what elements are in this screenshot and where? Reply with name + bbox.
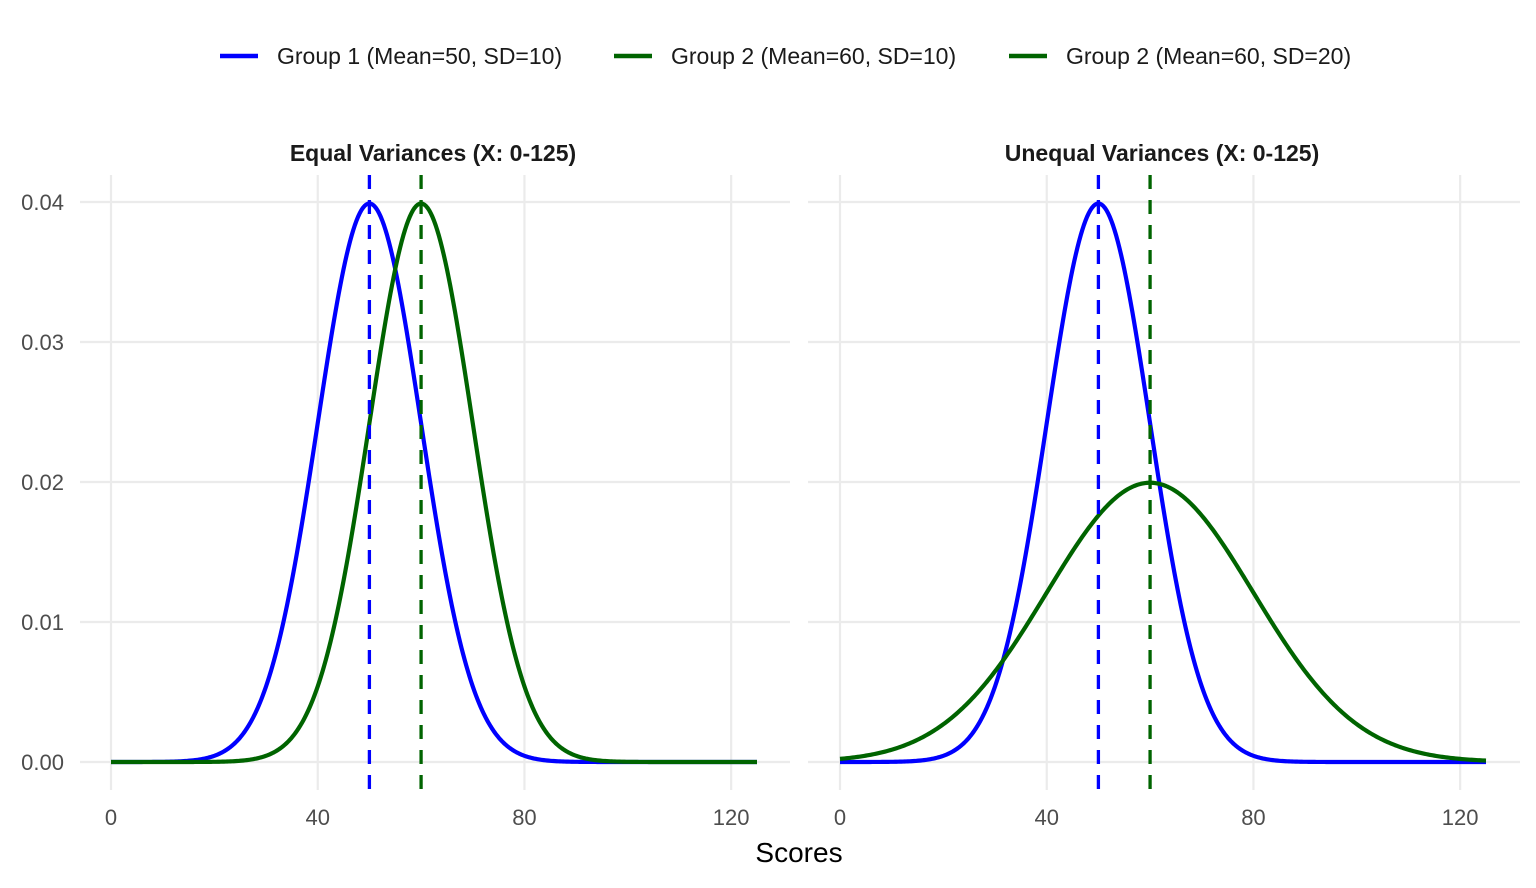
panel-unequal-variances: Unequal Variances (X: 0-125) 0 40 80 120 <box>808 140 1520 830</box>
x-tick-label-120: 120 <box>1442 805 1479 830</box>
x-tick-label-40: 40 <box>1034 805 1058 830</box>
legend-label-3: Group 2 (Mean=60, SD=20) <box>1066 43 1351 69</box>
x-tick-label-120: 120 <box>713 805 750 830</box>
y-tick-label-0-03: 0.03 <box>21 330 64 355</box>
legend-label-1: Group 1 (Mean=50, SD=10) <box>277 43 562 69</box>
y-tick-label-0-04: 0.04 <box>21 190 64 215</box>
x-tick-label-0: 0 <box>105 805 117 830</box>
x-tick-label-0: 0 <box>834 805 846 830</box>
density-curve-group-2-mean-60-sd-10 <box>110 201 758 765</box>
x-tick-label-40: 40 <box>305 805 329 830</box>
x-tick-label-80: 80 <box>1241 805 1265 830</box>
legend: Group 1 (Mean=50, SD=10) Group 2 (Mean=60… <box>220 43 1351 69</box>
y-tick-label-0-02: 0.02 <box>21 470 64 495</box>
density-curve-group-1-mean-50-sd-10 <box>839 201 1487 765</box>
y-tick-label-0-01: 0.01 <box>21 610 64 635</box>
panel-equal-variances: Equal Variances (X: 0-125) 0 40 80 120 0.00 0.… <box>21 140 790 830</box>
x-axis-title: Scores <box>755 837 842 868</box>
density-curve-group-2-mean-60-sd-20 <box>839 480 1487 763</box>
x-tick-label-80: 80 <box>512 805 536 830</box>
legend-label-2: Group 2 (Mean=60, SD=10) <box>671 43 956 69</box>
panel-title-2: Unequal Variances (X: 0-125) <box>1005 140 1319 166</box>
y-tick-label-0-00: 0.00 <box>21 750 64 775</box>
panel-title-1: Equal Variances (X: 0-125) <box>290 140 576 166</box>
